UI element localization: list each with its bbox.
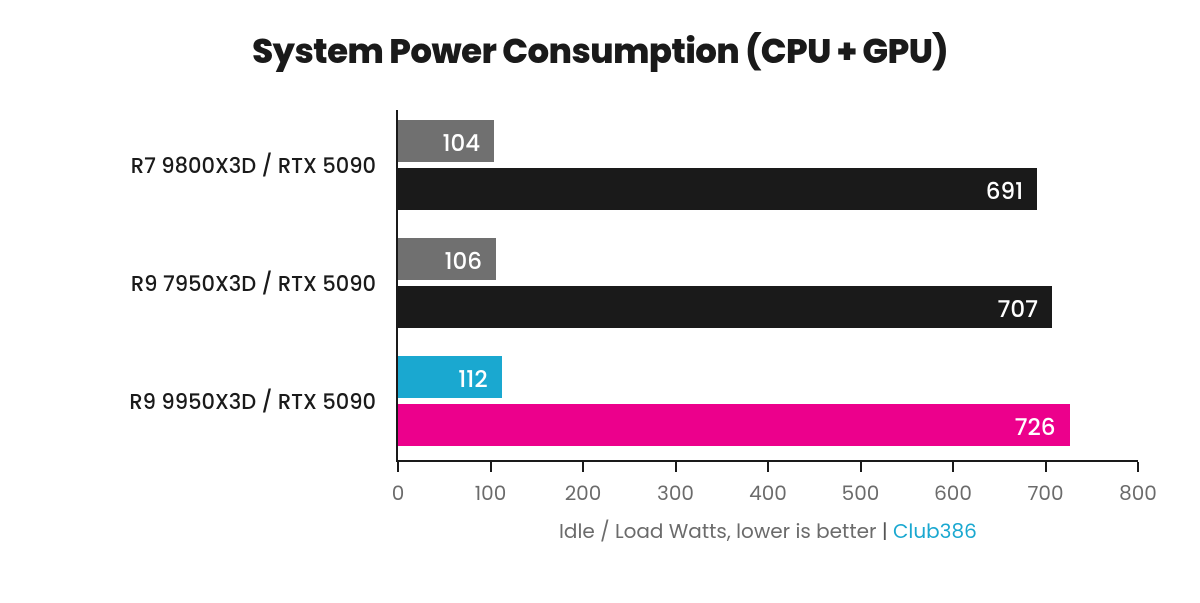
x-axis-tick-label: 200 xyxy=(543,478,623,508)
bar-value-label: 726 xyxy=(1015,411,1056,445)
bar-idle: 106 xyxy=(398,238,496,280)
x-axis-tick-mark xyxy=(582,462,584,472)
chart-title: System Power Consumption (CPU + GPU) xyxy=(0,26,1200,77)
chart-container: System Power Consumption (CPU + GPU) 104… xyxy=(0,0,1200,603)
bar-load: 726 xyxy=(398,404,1070,446)
caption-segment: Club386 xyxy=(888,517,977,545)
x-axis-tick-mark xyxy=(397,462,399,472)
bar-load: 691 xyxy=(398,168,1037,210)
y-axis-category-label: R9 7950X3D / RTX 5090 xyxy=(131,269,376,300)
x-axis-tick-mark xyxy=(490,462,492,472)
y-axis-line xyxy=(396,110,398,460)
bar-value-label: 112 xyxy=(458,363,487,397)
x-axis-tick-label: 800 xyxy=(1098,478,1178,508)
caption-segment: Idle / Load Watts, lower is better xyxy=(559,517,882,545)
x-axis-tick-label: 0 xyxy=(358,478,438,508)
x-axis-tick-label: 100 xyxy=(451,478,531,508)
bar-value-label: 104 xyxy=(443,127,481,161)
bar-value-label: 106 xyxy=(444,245,482,279)
x-axis-tick-label: 300 xyxy=(636,478,716,508)
x-axis-tick-label: 400 xyxy=(728,478,808,508)
x-axis-tick-mark xyxy=(860,462,862,472)
plot-area: 1046911067071127260100200300400500600700… xyxy=(398,110,1138,460)
x-axis-tick-mark xyxy=(767,462,769,472)
bar-idle: 112 xyxy=(398,356,502,398)
bar-value-label: 707 xyxy=(997,293,1038,327)
bar-value-label: 691 xyxy=(986,175,1023,209)
x-axis-tick-label: 600 xyxy=(913,478,993,508)
y-axis-category-label: R9 9950X3D / RTX 5090 xyxy=(129,387,376,418)
bar-idle: 104 xyxy=(398,120,494,162)
x-axis-tick-mark xyxy=(675,462,677,472)
x-axis-tick-mark xyxy=(1045,462,1047,472)
y-axis-category-label: R7 9800X3D / RTX 5090 xyxy=(131,151,376,182)
x-axis-tick-mark xyxy=(952,462,954,472)
x-axis-tick-mark xyxy=(1137,462,1139,472)
x-axis-tick-label: 500 xyxy=(821,478,901,508)
x-axis-tick-label: 700 xyxy=(1006,478,1086,508)
bar-load: 707 xyxy=(398,286,1052,328)
chart-caption: Idle / Load Watts, lower is better | Clu… xyxy=(559,516,977,546)
